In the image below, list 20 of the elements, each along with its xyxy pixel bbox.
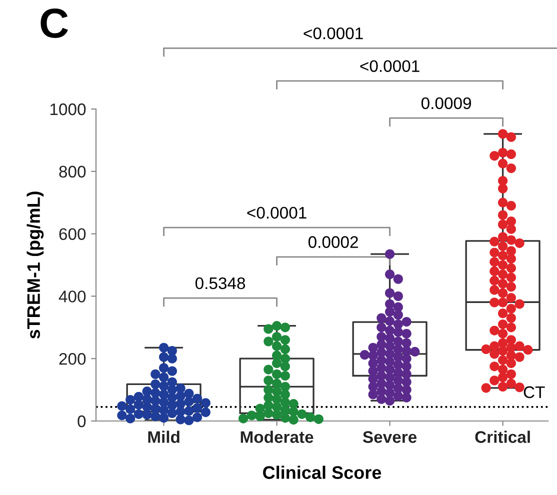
x-tick-label: Critical xyxy=(475,430,530,443)
annotation: 0.0009 xyxy=(421,97,471,110)
annotation: 0.5348 xyxy=(195,277,246,290)
x-tick-label: Mild xyxy=(148,430,180,443)
text: <0.0001 xyxy=(360,60,420,72)
y-tick-label: 800 xyxy=(59,166,86,178)
y-axis-title: sTREM-1 (pg/mL) xyxy=(26,192,44,339)
x-axis-title: Clinical Score xyxy=(263,466,382,479)
ref-line-label: CT xyxy=(524,386,545,398)
text: <0.0001 xyxy=(304,27,363,40)
x-tick-label: Severe xyxy=(362,431,417,443)
y-tick-label: 600 xyxy=(59,228,86,240)
y-tick-label: 200 xyxy=(59,353,86,365)
y-tick-label: 400 xyxy=(58,290,86,302)
y-tick-label: 1000 xyxy=(50,103,86,116)
annotation: 0.0002 xyxy=(308,236,358,248)
chart-title: C xyxy=(40,8,68,38)
x-tick-label: Moderate xyxy=(240,430,314,443)
y-tick-label: 0 xyxy=(78,415,86,428)
annotation: <0.0001 xyxy=(247,206,306,219)
